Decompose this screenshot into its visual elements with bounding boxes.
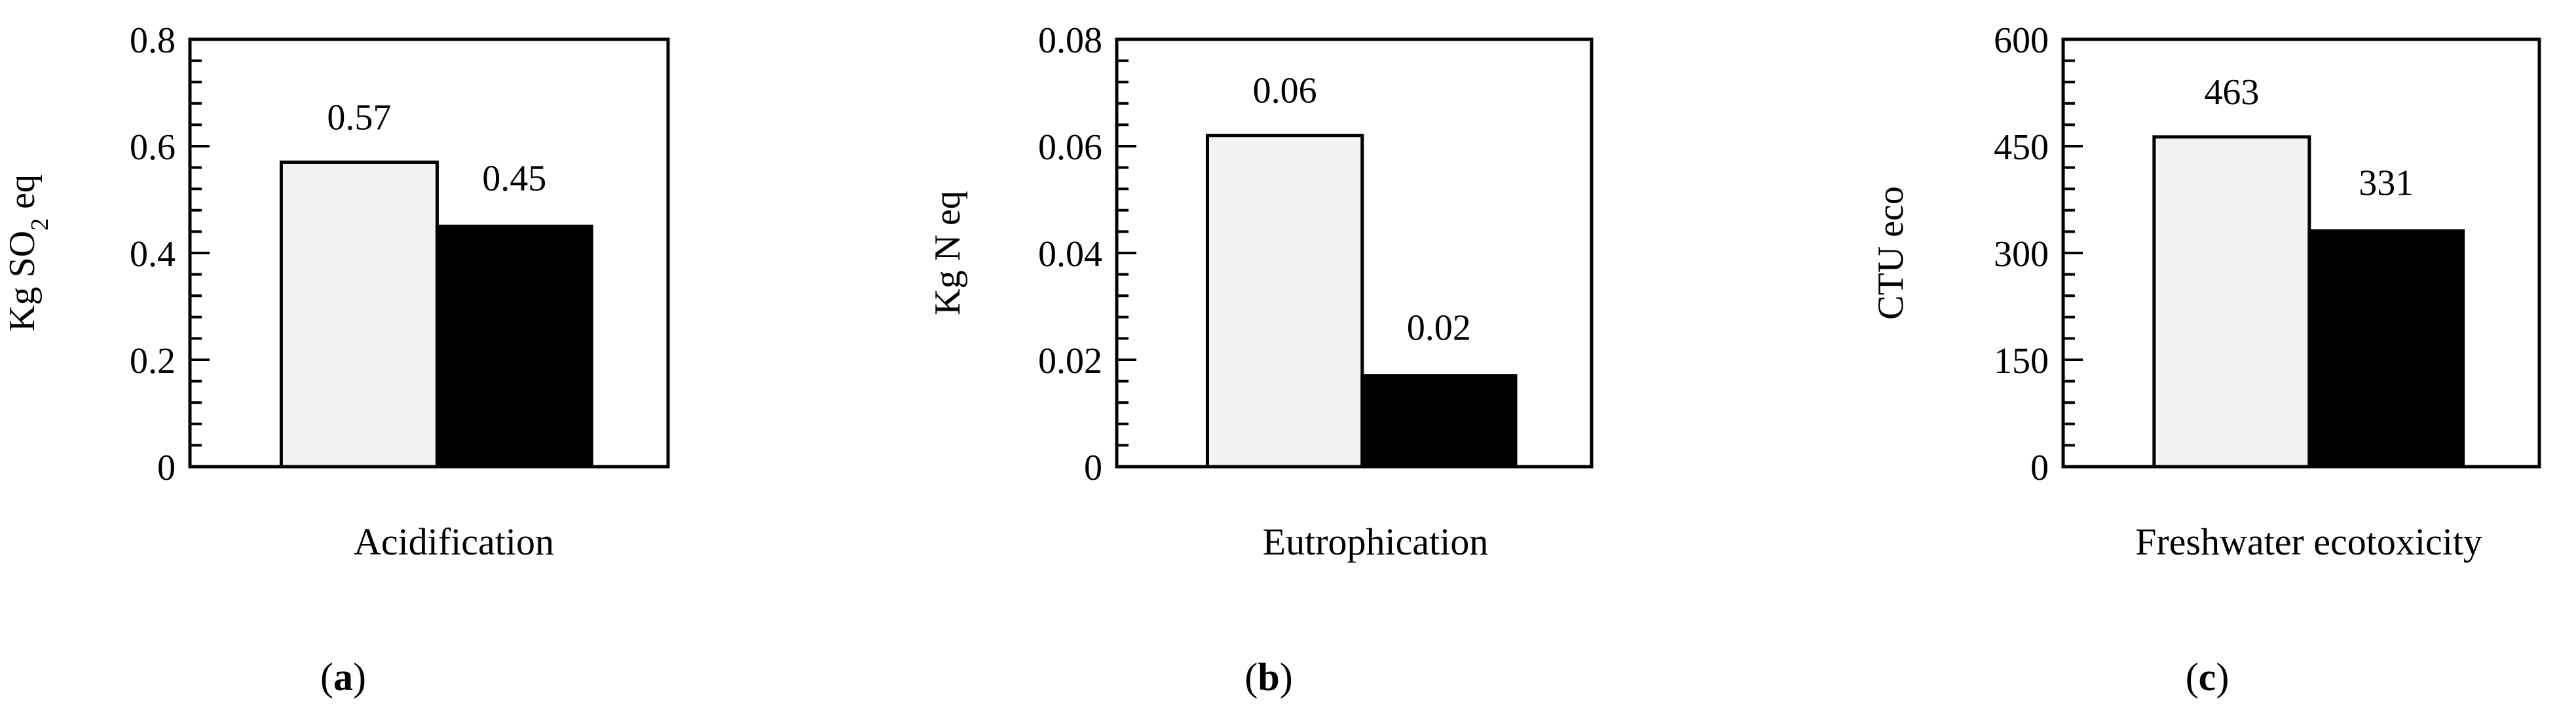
y-tick-label: 0 [1084, 448, 1102, 488]
category-label: Eutrophication [1263, 520, 1489, 563]
bar-series-1 [279, 160, 439, 469]
data-label-series-1: 0.57 [327, 97, 391, 138]
data-label-series-2: 331 [2359, 163, 2414, 203]
panel-label-part: ( [1244, 655, 1258, 699]
y-axis-title-subscript: 2 [26, 218, 54, 231]
y-axis-title-text: CTU eco [1871, 186, 1911, 320]
panel-label-part: ( [2186, 655, 2199, 699]
y-tick-label: 600 [1994, 20, 2049, 61]
chart-panel-a: 0.57 0.45 0 0.2 0.4 0.6 0.8 Kg SO2 eq Acidificat… [2, 20, 670, 699]
y-tick-label: 0.02 [1038, 341, 1102, 381]
bar-series-1 [2152, 135, 2311, 469]
category-label: Acidification [354, 520, 554, 563]
y-tick-label: 0 [157, 448, 176, 488]
bar-series-1 [1205, 134, 1364, 469]
panel-label: (a) [320, 655, 366, 699]
y-axis-title: Kg SO2 eq [2, 174, 54, 332]
y-axis-title-text: Kg N eq [927, 191, 968, 315]
chart-panel-b: 0.06 0.02 0 0.02 0.04 0.06 0.08 Kg N eq Eutrophi… [927, 20, 1594, 699]
data-label-series-2: 0.45 [482, 158, 546, 199]
bar-series-2 [1360, 374, 1518, 469]
y-tick-label: 0.08 [1038, 20, 1102, 61]
y-tick-label: 0.4 [130, 234, 176, 275]
y-axis-title: CTU eco [1871, 186, 1911, 320]
category-label: Freshwater ecotoxicity [2135, 520, 2482, 563]
panel-label-part: b [1258, 655, 1279, 699]
data-label-series-2: 0.02 [1407, 307, 1471, 348]
y-tick-label: 450 [1994, 127, 2049, 168]
panel-label: (b) [1244, 655, 1292, 699]
y-tick-label: 0 [2030, 448, 2049, 488]
y-tick-label: 0.2 [130, 341, 176, 381]
panel-label-part: ) [2216, 655, 2229, 699]
panel-label-part: ) [353, 655, 366, 699]
y-tick-label: 0.06 [1038, 127, 1102, 168]
y-tick-label: 0.04 [1038, 234, 1102, 275]
bar-series-2 [435, 224, 593, 469]
y-tick-label: 150 [1994, 341, 2049, 381]
y-axis-title: Kg N eq [927, 191, 968, 315]
panel-label-part: ( [320, 655, 333, 699]
panel-label-part: ) [1280, 655, 1293, 699]
bar-series-2 [2307, 229, 2465, 469]
y-tick-label: 0.8 [130, 20, 176, 61]
data-label-series-1: 0.06 [1253, 71, 1317, 111]
data-label-series-1: 463 [2204, 72, 2259, 113]
y-tick-label: 300 [1994, 234, 2049, 275]
chart-panel-c: 463 331 0 150 300 450 600 CTU eco Freshwater eco… [1871, 20, 2541, 699]
y-axis-title-text: Kg SO [2, 231, 43, 332]
y-axis-title-unit: eq [2, 174, 43, 218]
panel-label: (c) [2186, 655, 2230, 699]
panel-label-part: c [2199, 655, 2216, 699]
panel-label-part: a [333, 655, 353, 699]
y-tick-label: 0.6 [130, 127, 176, 168]
